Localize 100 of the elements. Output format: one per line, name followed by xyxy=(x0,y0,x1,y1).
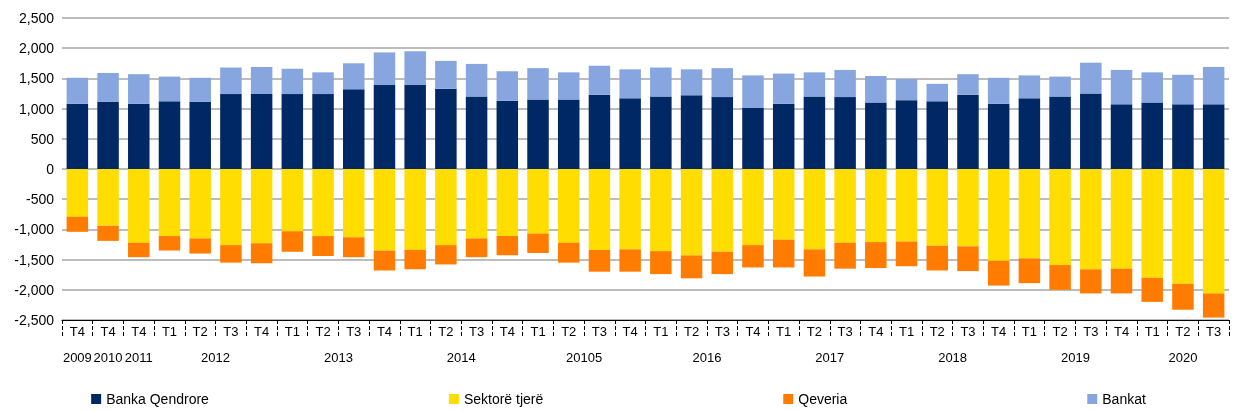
bar xyxy=(128,242,150,258)
bar xyxy=(711,251,734,275)
x-tick-label: T1 xyxy=(161,324,178,339)
bar xyxy=(1141,72,1163,103)
bar xyxy=(189,77,211,102)
bar xyxy=(343,169,365,238)
bar xyxy=(250,169,273,244)
bar xyxy=(557,242,580,263)
x-tick-label: T1 xyxy=(284,324,300,339)
bar xyxy=(220,67,242,95)
bar xyxy=(588,249,611,272)
bar xyxy=(680,69,703,96)
bar xyxy=(895,79,918,101)
bar xyxy=(404,51,426,86)
y-tick-label: 2,000 xyxy=(18,40,55,57)
bar xyxy=(588,65,611,95)
bar xyxy=(1172,169,1194,284)
bar xyxy=(865,169,887,243)
bar xyxy=(557,169,580,243)
bar xyxy=(128,169,150,243)
bar xyxy=(250,66,273,95)
x-tick-label: T3 xyxy=(960,324,976,339)
bar xyxy=(1080,269,1102,294)
y-tick-label: 500 xyxy=(30,130,55,147)
bar xyxy=(803,72,826,97)
bar xyxy=(650,67,672,97)
bar xyxy=(281,94,304,169)
bar xyxy=(66,169,89,217)
y-tick-label: 0 xyxy=(46,161,55,177)
legend-label: Banka Qendrore xyxy=(106,391,210,407)
bar xyxy=(527,169,549,234)
bar xyxy=(957,74,979,95)
bar xyxy=(312,72,334,95)
x-tick-label: T2 xyxy=(1052,324,1068,339)
bar xyxy=(343,237,365,258)
y-tick-label: -1,000 xyxy=(14,221,55,238)
x-tick-label: T1 xyxy=(1021,324,1037,339)
bar xyxy=(1049,96,1071,169)
bar xyxy=(1018,75,1041,99)
bar xyxy=(1080,169,1102,270)
x-tick-label: T3 xyxy=(346,324,362,339)
bar xyxy=(465,169,488,239)
bar xyxy=(1110,169,1133,269)
x-tick-label: T4 xyxy=(100,324,116,339)
bar xyxy=(373,250,396,271)
x-tick-label: T4 xyxy=(499,324,515,339)
bar xyxy=(711,97,734,169)
bar xyxy=(250,243,273,264)
bar xyxy=(97,169,119,226)
bar xyxy=(650,251,672,275)
bar xyxy=(926,101,948,169)
bar xyxy=(1110,69,1133,105)
bar xyxy=(1141,102,1163,169)
bar xyxy=(865,102,887,169)
bar xyxy=(1080,93,1102,169)
legend-label: Bankat xyxy=(1102,391,1146,407)
text: 20105 xyxy=(566,349,603,365)
bar xyxy=(987,260,1010,286)
x-tick-label: T2 xyxy=(929,324,945,339)
x-tick-label: T1 xyxy=(530,324,546,339)
x-tick-label: T4 xyxy=(1113,324,1130,339)
bar xyxy=(312,94,334,169)
bar xyxy=(680,255,703,279)
x-tick-label: T3 xyxy=(837,324,853,339)
bar xyxy=(834,69,856,98)
bar xyxy=(895,169,918,242)
bar xyxy=(1018,98,1041,169)
bar xyxy=(128,74,150,104)
bar xyxy=(803,96,826,169)
bar xyxy=(158,169,181,237)
x-tick-label: T2 xyxy=(438,324,454,339)
bar xyxy=(834,169,856,243)
x-tick-label: T2 xyxy=(192,324,208,339)
bar xyxy=(1049,76,1071,97)
bar xyxy=(957,94,979,169)
bar xyxy=(281,68,304,95)
bar xyxy=(803,249,826,277)
bar xyxy=(312,236,334,256)
text: 2014 xyxy=(446,349,476,365)
text: 2011 xyxy=(124,349,153,365)
bar xyxy=(742,75,764,108)
bar xyxy=(220,169,242,246)
bar xyxy=(711,68,734,98)
bar xyxy=(496,100,519,169)
bar xyxy=(435,169,457,246)
bar xyxy=(895,241,918,267)
bar xyxy=(957,246,979,272)
bar xyxy=(1018,169,1041,259)
x-tick-label: T4 xyxy=(991,324,1007,339)
bar xyxy=(1172,283,1194,310)
bar xyxy=(619,249,641,272)
bar xyxy=(865,242,887,269)
bar xyxy=(895,100,918,169)
bar xyxy=(1141,169,1163,278)
bar xyxy=(465,96,488,169)
bar xyxy=(803,169,826,250)
bar xyxy=(1018,258,1041,284)
bar xyxy=(250,94,273,169)
y-tick-label: 2,500 xyxy=(18,10,55,26)
bar xyxy=(588,169,611,250)
